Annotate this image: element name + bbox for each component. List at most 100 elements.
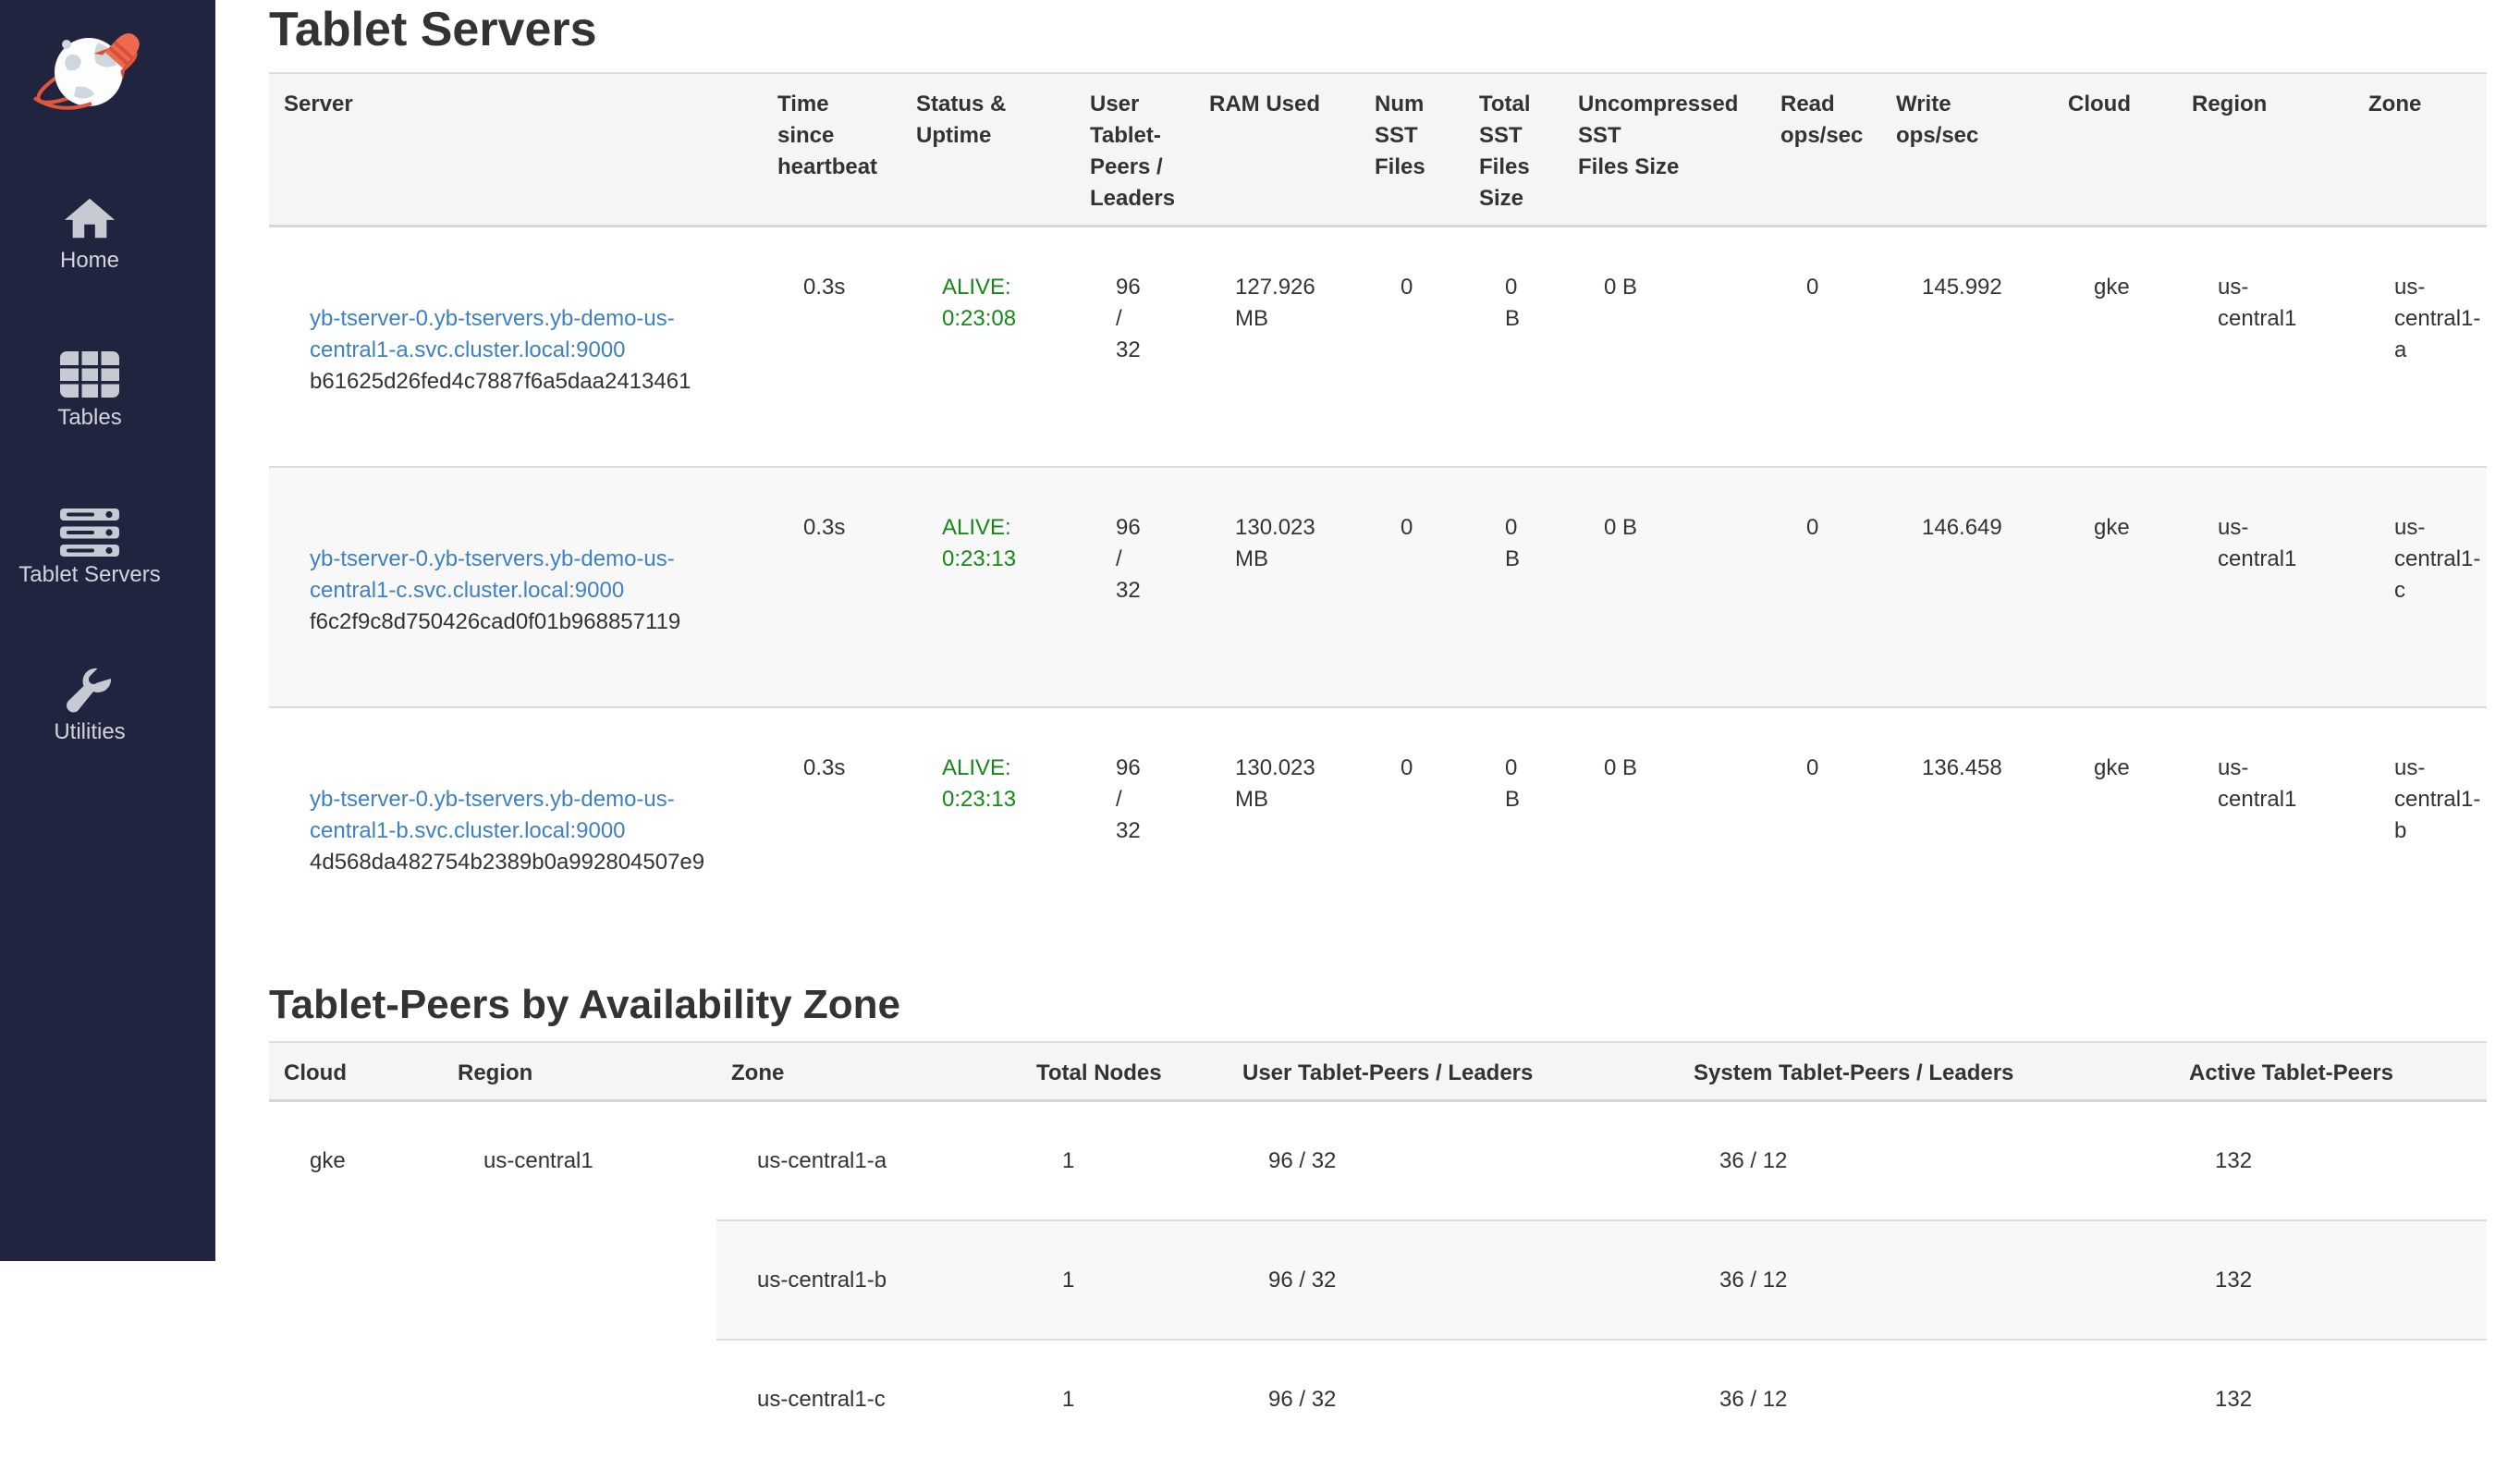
sidebar-item-tables[interactable]: Tables <box>0 338 179 496</box>
read-ops-cell: 0 <box>1766 707 1881 947</box>
column-header-zone: Zone <box>2354 73 2487 227</box>
time-since-heartbeat-cell: 0.3s <box>763 467 901 707</box>
active-tablet-peers-cell: 132 <box>2174 1101 2487 1221</box>
region-cell: us- central1 <box>2177 707 2354 947</box>
system-tablet-peers-cell: 36 / 12 <box>1679 1340 2174 1458</box>
total-sst-files-size-cell: 0 B <box>1464 467 1563 707</box>
total-sst-files-size-cell: 0 B <box>1464 227 1563 468</box>
column-header-num-sst-files: Num SST Files <box>1360 73 1464 227</box>
column-header-total-nodes: Total Nodes <box>1021 1042 1228 1101</box>
num-sst-files-cell: 0 <box>1360 707 1464 947</box>
sidebar-item-label: Utilities <box>0 719 179 745</box>
num-sst-files-cell: 0 <box>1360 227 1464 468</box>
cloud-cell: gke <box>2053 467 2177 707</box>
zone-cell: us- central1- b <box>2354 707 2487 947</box>
column-header-region: Region <box>443 1042 716 1101</box>
region-cell: us-central1 <box>443 1101 716 1458</box>
column-header-region: Region <box>2177 73 2354 227</box>
yugabytedb-logo[interactable] <box>0 0 215 137</box>
num-sst-files-cell: 0 <box>1360 467 1464 707</box>
active-tablet-peers-cell: 132 <box>2174 1220 2487 1340</box>
status-uptime-cell: ALIVE: 0:23:13 <box>901 467 1075 707</box>
ram-used-cell: 130.023 MB <box>1194 707 1360 947</box>
user-tablet-peers-cell: 96 / 32 <box>1075 707 1194 947</box>
column-header-user-tablet-peers: User Tablet- Peers / Leaders <box>1075 73 1194 227</box>
total-nodes-cell: 1 <box>1021 1101 1228 1221</box>
sidebar-item-home[interactable]: Home <box>0 181 179 338</box>
cloud-cell: gke <box>269 1101 443 1458</box>
sidebar-item-label: Tables <box>0 405 179 431</box>
column-header-read-ops: Read ops/sec <box>1766 73 1881 227</box>
write-ops-cell: 146.649 <box>1881 467 2053 707</box>
zone-cell: us- central1- a <box>2354 227 2487 468</box>
tserver-uuid: 4d568da482754b2389b0a992804507e9 <box>310 847 750 878</box>
system-tablet-peers-cell: 36 / 12 <box>1679 1101 2174 1221</box>
read-ops-cell: 0 <box>1766 227 1881 468</box>
uncompressed-sst-files-size-cell: 0 B <box>1563 707 1766 947</box>
sidebar-item-label: Tablet Servers <box>0 562 179 588</box>
tablet-servers-icon <box>0 507 179 558</box>
sidebar-item-utilities[interactable]: Utilities <box>0 653 179 810</box>
tserver-link[interactable]: yb-tserver-0.yb-tservers.yb-demo-us- cen… <box>310 546 675 603</box>
column-header-active-tablet-peers: Active Tablet-Peers <box>2174 1042 2487 1101</box>
status-uptime-cell: ALIVE: 0:23:08 <box>901 227 1075 468</box>
total-nodes-cell: 1 <box>1021 1340 1228 1458</box>
column-header-zone: Zone <box>716 1042 1021 1101</box>
sidebar-item-label: Home <box>0 248 179 274</box>
az-row: gke us-central1 us-central1-a 1 96 / 32 … <box>269 1101 2487 1221</box>
total-nodes-cell: 1 <box>1021 1220 1228 1340</box>
column-header-cloud: Cloud <box>269 1042 443 1101</box>
tablet-servers-header-row: Server Time since heartbeat Status & Upt… <box>269 73 2487 227</box>
read-ops-cell: 0 <box>1766 467 1881 707</box>
sidebar: Home Tables <box>0 0 215 1261</box>
zone-cell: us- central1- c <box>2354 467 2487 707</box>
write-ops-cell: 136.458 <box>1881 707 2053 947</box>
user-tablet-peers-cell: 96 / 32 <box>1228 1101 1679 1221</box>
uncompressed-sst-files-size-cell: 0 B <box>1563 227 1766 468</box>
sidebar-nav: Home Tables <box>0 181 215 810</box>
zone-cell: us-central1-c <box>716 1340 1021 1458</box>
sidebar-item-tablet-servers[interactable]: Tablet Servers <box>0 496 179 653</box>
write-ops-cell: 145.992 <box>1881 227 2053 468</box>
status-uptime-cell: ALIVE: 0:23:13 <box>901 707 1075 947</box>
active-tablet-peers-cell: 132 <box>2174 1340 2487 1458</box>
user-tablet-peers-cell: 96 / 32 <box>1228 1220 1679 1340</box>
az-header-row: Cloud Region Zone Total Nodes User Table… <box>269 1042 2487 1101</box>
section-title-tablet-peers-by-az: Tablet-Peers by Availability Zone <box>269 979 2487 1031</box>
tserver-row: yb-tserver-0.yb-tservers.yb-demo-us- cen… <box>269 707 2487 947</box>
region-cell: us- central1 <box>2177 227 2354 468</box>
tablet-servers-table: Server Time since heartbeat Status & Upt… <box>269 72 2487 947</box>
uncompressed-sst-files-size-cell: 0 B <box>1563 467 1766 707</box>
ram-used-cell: 127.926 MB <box>1194 227 1360 468</box>
column-header-user-tablet-peers: User Tablet-Peers / Leaders <box>1228 1042 1679 1101</box>
tserver-row: yb-tserver-0.yb-tservers.yb-demo-us- cen… <box>269 227 2487 468</box>
column-header-ram-used: RAM Used <box>1194 73 1360 227</box>
user-tablet-peers-cell: 96 / 32 <box>1228 1340 1679 1458</box>
tables-icon <box>0 349 179 401</box>
server-cell: yb-tserver-0.yb-tservers.yb-demo-us- cen… <box>269 707 763 947</box>
home-icon <box>0 192 179 244</box>
system-tablet-peers-cell: 36 / 12 <box>1679 1220 2174 1340</box>
tserver-link[interactable]: yb-tserver-0.yb-tservers.yb-demo-us- cen… <box>310 306 675 362</box>
rocket-planet-logo-icon <box>20 15 159 121</box>
region-cell: us- central1 <box>2177 467 2354 707</box>
user-tablet-peers-cell: 96 / 32 <box>1075 227 1194 468</box>
column-header-cloud: Cloud <box>2053 73 2177 227</box>
zone-cell: us-central1-a <box>716 1101 1021 1221</box>
column-header-server: Server <box>269 73 763 227</box>
main-content: Tablet Servers Server Time since heartbe… <box>215 0 2520 1458</box>
page-title: Tablet Servers <box>269 0 2487 59</box>
column-header-uncompressed-sst-files-size: Uncompressed SST Files Size <box>1563 73 1766 227</box>
column-header-total-sst-files-size: Total SST Files Size <box>1464 73 1563 227</box>
zone-cell: us-central1-b <box>716 1220 1021 1340</box>
ram-used-cell: 130.023 MB <box>1194 467 1360 707</box>
column-header-system-tablet-peers: System Tablet-Peers / Leaders <box>1679 1042 2174 1101</box>
utilities-icon <box>0 664 179 716</box>
column-header-time-since-heartbeat: Time since heartbeat <box>763 73 901 227</box>
cloud-cell: gke <box>2053 227 2177 468</box>
tserver-link[interactable]: yb-tserver-0.yb-tservers.yb-demo-us- cen… <box>310 787 675 843</box>
user-tablet-peers-cell: 96 / 32 <box>1075 467 1194 707</box>
cloud-cell: gke <box>2053 707 2177 947</box>
column-header-status-uptime: Status & Uptime <box>901 73 1075 227</box>
tserver-uuid: b61625d26fed4c7887f6a5daa2413461 <box>310 366 750 398</box>
